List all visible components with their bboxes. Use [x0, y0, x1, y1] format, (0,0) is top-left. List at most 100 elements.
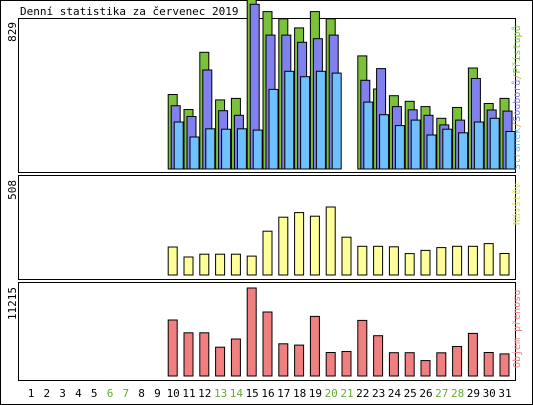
bar-objem-prenosu-day-26 [420, 360, 431, 377]
bar-objem-prenosu-day-11 [183, 332, 194, 377]
x-tick-label-day-3: 3 [59, 387, 66, 400]
panel-hits-bars [167, 0, 516, 170]
x-tick-label-day-20: 20 [325, 387, 338, 400]
bar-objem-prenosu-day-14 [230, 338, 241, 377]
x-tick-label-day-29: 29 [467, 387, 480, 400]
bar-objem-prenosu-day-31 [499, 353, 510, 377]
bar-navstev-day-14 [230, 253, 241, 276]
bar-navstev-day-15 [246, 255, 257, 276]
legend-sep-2: / [512, 74, 523, 80]
bar-stranek-day-19 [315, 70, 326, 170]
x-tick-label-day-22: 22 [356, 387, 369, 400]
bar-stranek-day-28 [458, 132, 469, 170]
bar-stranek-day-23 [379, 114, 390, 170]
x-tick-label-day-15: 15 [246, 387, 259, 400]
bar-stranek-day-20 [331, 72, 342, 170]
bar-objem-prenosu-day-29 [467, 332, 478, 377]
panel-hits-max-label: 829 [6, 22, 19, 42]
bar-navstev-day-24 [388, 246, 399, 276]
x-tick-label-day-1: 1 [28, 387, 35, 400]
bar-stranek-day-10 [173, 121, 184, 170]
x-tick-label-day-7: 7 [122, 387, 129, 400]
bar-navstev-day-13 [215, 253, 226, 276]
bar-navstev-day-18 [294, 212, 305, 276]
bar-objem-prenosu-day-13 [215, 346, 226, 377]
panel-visits-frame [18, 175, 516, 280]
bar-objem-prenosu-day-12 [199, 332, 210, 377]
panel-visits-bars [167, 206, 510, 276]
bar-objem-prenosu-day-17 [278, 343, 289, 377]
panel-volume-max-label: 11215 [6, 287, 19, 320]
panel-volume-bars [167, 287, 510, 377]
bar-objem-prenosu-day-22 [357, 319, 368, 377]
x-tick-label-day-12: 12 [198, 387, 211, 400]
chart-title: Denní statistika za červenec 2019 [20, 5, 239, 18]
legend-files: Souborů [511, 80, 523, 122]
panel-volume-side-title: Objem přenosu [511, 290, 523, 368]
panel-visits: 508 Návštěv [6, 175, 523, 280]
bar-navstev-day-12 [199, 253, 210, 276]
x-tick-label-day-19: 19 [309, 387, 322, 400]
bar-objem-prenosu-day-19 [309, 315, 320, 377]
bar-navstev-day-19 [309, 215, 320, 276]
bar-navstev-day-25 [404, 253, 415, 276]
bar-stranek-day-18 [300, 76, 311, 170]
panel-hits: 829 Stránek/Souborů/Přístupů [6, 0, 523, 173]
bar-stranek-day-25 [410, 119, 421, 170]
legend-sep-1: / [512, 122, 523, 128]
x-tick-label-day-13: 13 [214, 387, 227, 400]
bar-navstev-day-21 [341, 236, 352, 276]
bar-objem-prenosu-day-15 [246, 287, 257, 377]
x-tick-label-day-25: 25 [404, 387, 417, 400]
panel-visits-max-label: 508 [6, 180, 19, 200]
bar-stranek-day-16 [268, 88, 279, 170]
bar-stranek-day-29 [473, 121, 484, 170]
x-tick-label-day-21: 21 [340, 387, 353, 400]
bar-objem-prenosu-day-28 [452, 346, 463, 377]
bar-navstev-day-28 [452, 245, 463, 276]
bar-navstev-day-29 [467, 245, 478, 276]
legend-hits: Přístupů [511, 25, 523, 73]
bar-navstev-day-26 [420, 249, 431, 276]
x-tick-label-day-2: 2 [43, 387, 50, 400]
bar-stranek-day-24 [394, 125, 405, 170]
x-tick-label-day-10: 10 [167, 387, 180, 400]
bar-navstev-day-17 [278, 216, 289, 276]
bar-navstev-day-11 [183, 256, 194, 276]
bar-stranek-day-14 [236, 128, 247, 170]
bar-objem-prenosu-day-23 [373, 335, 384, 377]
bar-stranek-day-12 [205, 128, 216, 170]
bar-objem-prenosu-day-24 [388, 352, 399, 377]
x-tick-label-day-28: 28 [451, 387, 464, 400]
bar-stranek-day-11 [189, 136, 200, 170]
bar-objem-prenosu-day-21 [341, 351, 352, 377]
bar-stranek-day-27 [442, 128, 453, 170]
bar-objem-prenosu-day-25 [404, 352, 415, 377]
x-tick-label-day-16: 16 [261, 387, 274, 400]
bar-navstev-day-30 [483, 243, 494, 276]
bar-stranek-day-31 [505, 131, 516, 170]
x-tick-label-day-17: 17 [277, 387, 290, 400]
bar-navstev-day-31 [499, 253, 510, 276]
x-tick-label-day-27: 27 [435, 387, 448, 400]
bar-objem-prenosu-day-18 [294, 344, 305, 377]
panel-volume: 11215 Objem přenosu [6, 282, 523, 381]
bar-objem-prenosu-day-20 [325, 352, 336, 377]
bar-stranek-day-15 [252, 129, 263, 170]
x-tick-label-day-31: 31 [498, 387, 511, 400]
bar-navstev-day-22 [357, 245, 368, 276]
bar-objem-prenosu-day-10 [167, 319, 178, 377]
x-tick-label-day-24: 24 [388, 387, 402, 400]
panel-visits-side-title: Návštěv [511, 183, 523, 225]
bar-objem-prenosu-day-30 [483, 352, 494, 377]
bar-objem-prenosu-day-27 [436, 352, 447, 377]
x-tick-label-day-4: 4 [75, 387, 82, 400]
x-tick-label-day-5: 5 [91, 387, 98, 400]
x-tick-label-day-14: 14 [230, 387, 244, 400]
bar-stranek-day-30 [489, 117, 500, 170]
x-tick-label-day-6: 6 [107, 387, 114, 400]
bar-stranek-day-22 [363, 101, 374, 170]
x-tick-label-day-18: 18 [293, 387, 306, 400]
x-axis-day-labels: 1 2 3 4 5 6 7 8 9 10 11 12 13 14 15 16 17 18 19 20 21 22 23 24 2… [28, 387, 512, 400]
